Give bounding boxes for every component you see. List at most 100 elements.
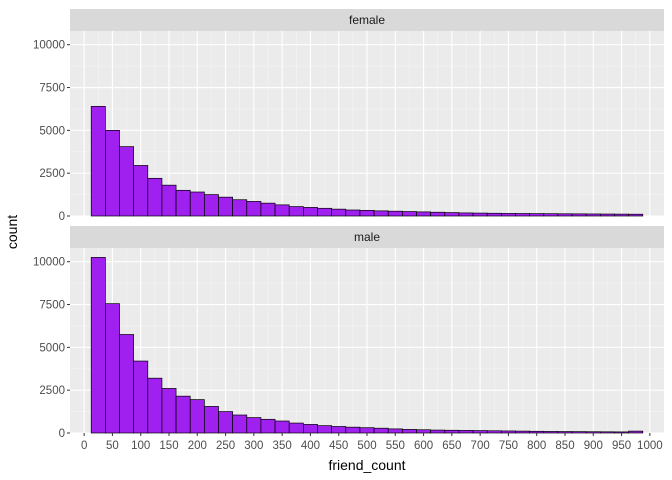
histogram-bar (614, 431, 629, 434)
histogram-bar (147, 177, 163, 217)
histogram-bar (175, 189, 191, 217)
histogram-bar (585, 431, 601, 434)
y-tick-label: 5000 (39, 342, 65, 354)
histogram-bar (600, 213, 615, 217)
y-tick-label: 2500 (39, 385, 65, 397)
x-tick-label: 350 (273, 440, 292, 452)
histogram-bar (331, 208, 347, 217)
histogram-bar (189, 399, 205, 434)
y-tick-label: 5000 (39, 125, 65, 137)
histogram-bar (486, 212, 502, 217)
histogram-bar (189, 191, 205, 217)
histogram-bar (288, 206, 304, 217)
histogram-bar (430, 429, 446, 434)
histogram-bar (218, 196, 233, 217)
x-tick-label: 750 (499, 440, 518, 452)
histogram-bar (303, 424, 318, 434)
x-tick-label: 900 (584, 440, 603, 452)
histogram-bar (147, 377, 163, 434)
x-tick-label: 600 (414, 440, 433, 452)
histogram-bar (161, 184, 177, 217)
histogram-bar (387, 210, 403, 217)
histogram-bar (529, 430, 545, 434)
x-tick-label: 800 (527, 440, 546, 452)
histogram-bar (458, 430, 474, 434)
histogram-bar (543, 431, 559, 434)
histogram-bar (387, 428, 403, 434)
x-tick-label: 200 (188, 440, 207, 452)
histogram-bar (246, 201, 262, 217)
histogram-bar (161, 388, 177, 434)
histogram-bar (175, 395, 191, 434)
histogram-bar (557, 431, 573, 434)
histogram-bar (260, 202, 276, 217)
x-tick-label: 50 (106, 440, 119, 452)
x-tick-label: 250 (216, 440, 235, 452)
y-tick-label: 2500 (39, 168, 65, 180)
histogram-bar (288, 422, 304, 434)
x-tick-label: 650 (442, 440, 461, 452)
histogram-bar (232, 199, 248, 217)
histogram-bar (585, 213, 601, 217)
histogram-bar (628, 213, 644, 217)
y-tick-label: 10000 (33, 257, 65, 269)
facet-strip-label: male (354, 230, 380, 244)
y-tick-label: 10000 (33, 40, 65, 52)
histogram-bar (246, 417, 262, 434)
histogram-bar (133, 360, 149, 434)
facet-strip-label: female (349, 13, 385, 27)
x-tick-label: 150 (159, 440, 178, 452)
histogram-bar (571, 213, 587, 217)
histogram-bar (557, 213, 573, 217)
histogram-bar (204, 194, 219, 217)
histogram-bar (331, 426, 347, 434)
x-tick-label: 700 (471, 440, 490, 452)
histogram-bar (402, 211, 417, 217)
histogram-bar (204, 406, 219, 434)
histogram-bar (260, 418, 276, 434)
histogram-bar (274, 420, 290, 434)
histogram-bar (430, 211, 446, 217)
x-tick-label: 450 (329, 440, 348, 452)
histogram-bar (486, 430, 502, 434)
x-tick-label: 1000 (637, 440, 663, 452)
histogram-bar (571, 431, 587, 434)
y-tick-label: 7500 (39, 300, 65, 312)
histogram-bar (373, 210, 389, 217)
histogram-bar (529, 213, 545, 217)
x-tick-label: 950 (612, 440, 631, 452)
histogram-bar (600, 431, 615, 434)
y-tick-label: 7500 (39, 83, 65, 95)
facet-strip (70, 226, 664, 248)
histogram-bar (218, 411, 233, 434)
histogram-bar (472, 212, 488, 217)
histogram-bar (232, 414, 248, 434)
histogram-bar (105, 303, 120, 434)
histogram-bar (543, 213, 559, 217)
histogram-bar (119, 334, 134, 434)
x-tick-label: 400 (301, 440, 320, 452)
x-tick-label: 550 (386, 440, 405, 452)
x-tick-label: 300 (244, 440, 263, 452)
histogram-bar (444, 429, 460, 434)
histogram-bar (317, 207, 332, 217)
histogram-bar (614, 213, 629, 217)
histogram-bar (345, 209, 361, 217)
histogram-bar (444, 212, 460, 217)
histogram-bar (90, 257, 106, 434)
histogram-bar (501, 213, 516, 217)
x-tick-label: 0 (81, 440, 87, 452)
histogram-bar (119, 146, 134, 217)
histogram-bar (402, 429, 417, 434)
histogram-bar (628, 430, 644, 434)
histogram-bar (317, 425, 332, 434)
x-tick-label: 500 (357, 440, 376, 452)
facet-strip (70, 9, 664, 31)
histogram-bar (515, 430, 530, 434)
x-tick-label: 850 (555, 440, 574, 452)
x-axis-title: friend_count (328, 457, 405, 473)
histogram-bar (90, 106, 106, 217)
histogram-bar (133, 165, 149, 217)
